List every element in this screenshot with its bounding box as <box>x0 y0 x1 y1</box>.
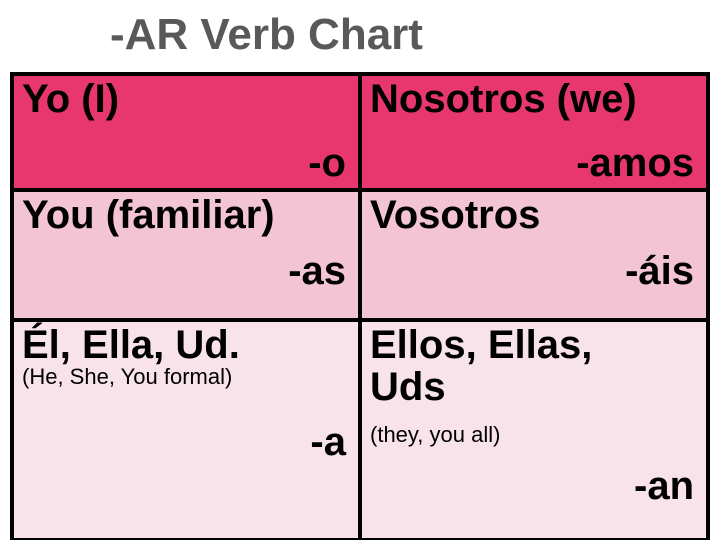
pronoun-yo: Yo (I) <box>22 78 350 120</box>
ending-amos: -amos <box>576 141 694 186</box>
ending-a: -a <box>310 420 346 465</box>
pronoun-ellos-line1: Ellos, Ellas, <box>370 324 698 366</box>
conjugation-grid: Yo (I) -o Nosotros (we) -amos You (famil… <box>10 72 710 540</box>
sub-he-she-you: (He, She, You formal) <box>22 366 350 388</box>
pronoun-ellos-line2: Uds <box>370 366 698 408</box>
pronoun-el-ella-ud: Él, Ella, Ud. <box>22 324 350 366</box>
pronoun-tu: You (familiar) <box>22 194 350 236</box>
cell-vosotros: Vosotros -áis <box>360 190 708 320</box>
ending-an: -an <box>634 464 694 509</box>
ending-o: -o <box>308 141 346 186</box>
verb-chart: -AR Verb Chart Yo (I) -o Nosotros (we) -… <box>0 0 720 540</box>
cell-ellos-ellas-uds: Ellos, Ellas, Uds (they, you all) -an <box>360 320 708 540</box>
cell-el-ella-ud: Él, Ella, Ud. (He, She, You formal) -a <box>12 320 360 540</box>
sub-they-you-all: (they, you all) <box>370 422 500 448</box>
pronoun-nosotros: Nosotros (we) <box>370 78 698 120</box>
pronoun-vosotros: Vosotros <box>370 194 698 236</box>
cell-nosotros: Nosotros (we) -amos <box>360 74 708 190</box>
cell-yo: Yo (I) -o <box>12 74 360 190</box>
cell-tu: You (familiar) -as <box>12 190 360 320</box>
chart-title: -AR Verb Chart <box>0 0 720 68</box>
ending-as: -as <box>288 249 346 294</box>
ending-ais: -áis <box>625 249 694 294</box>
